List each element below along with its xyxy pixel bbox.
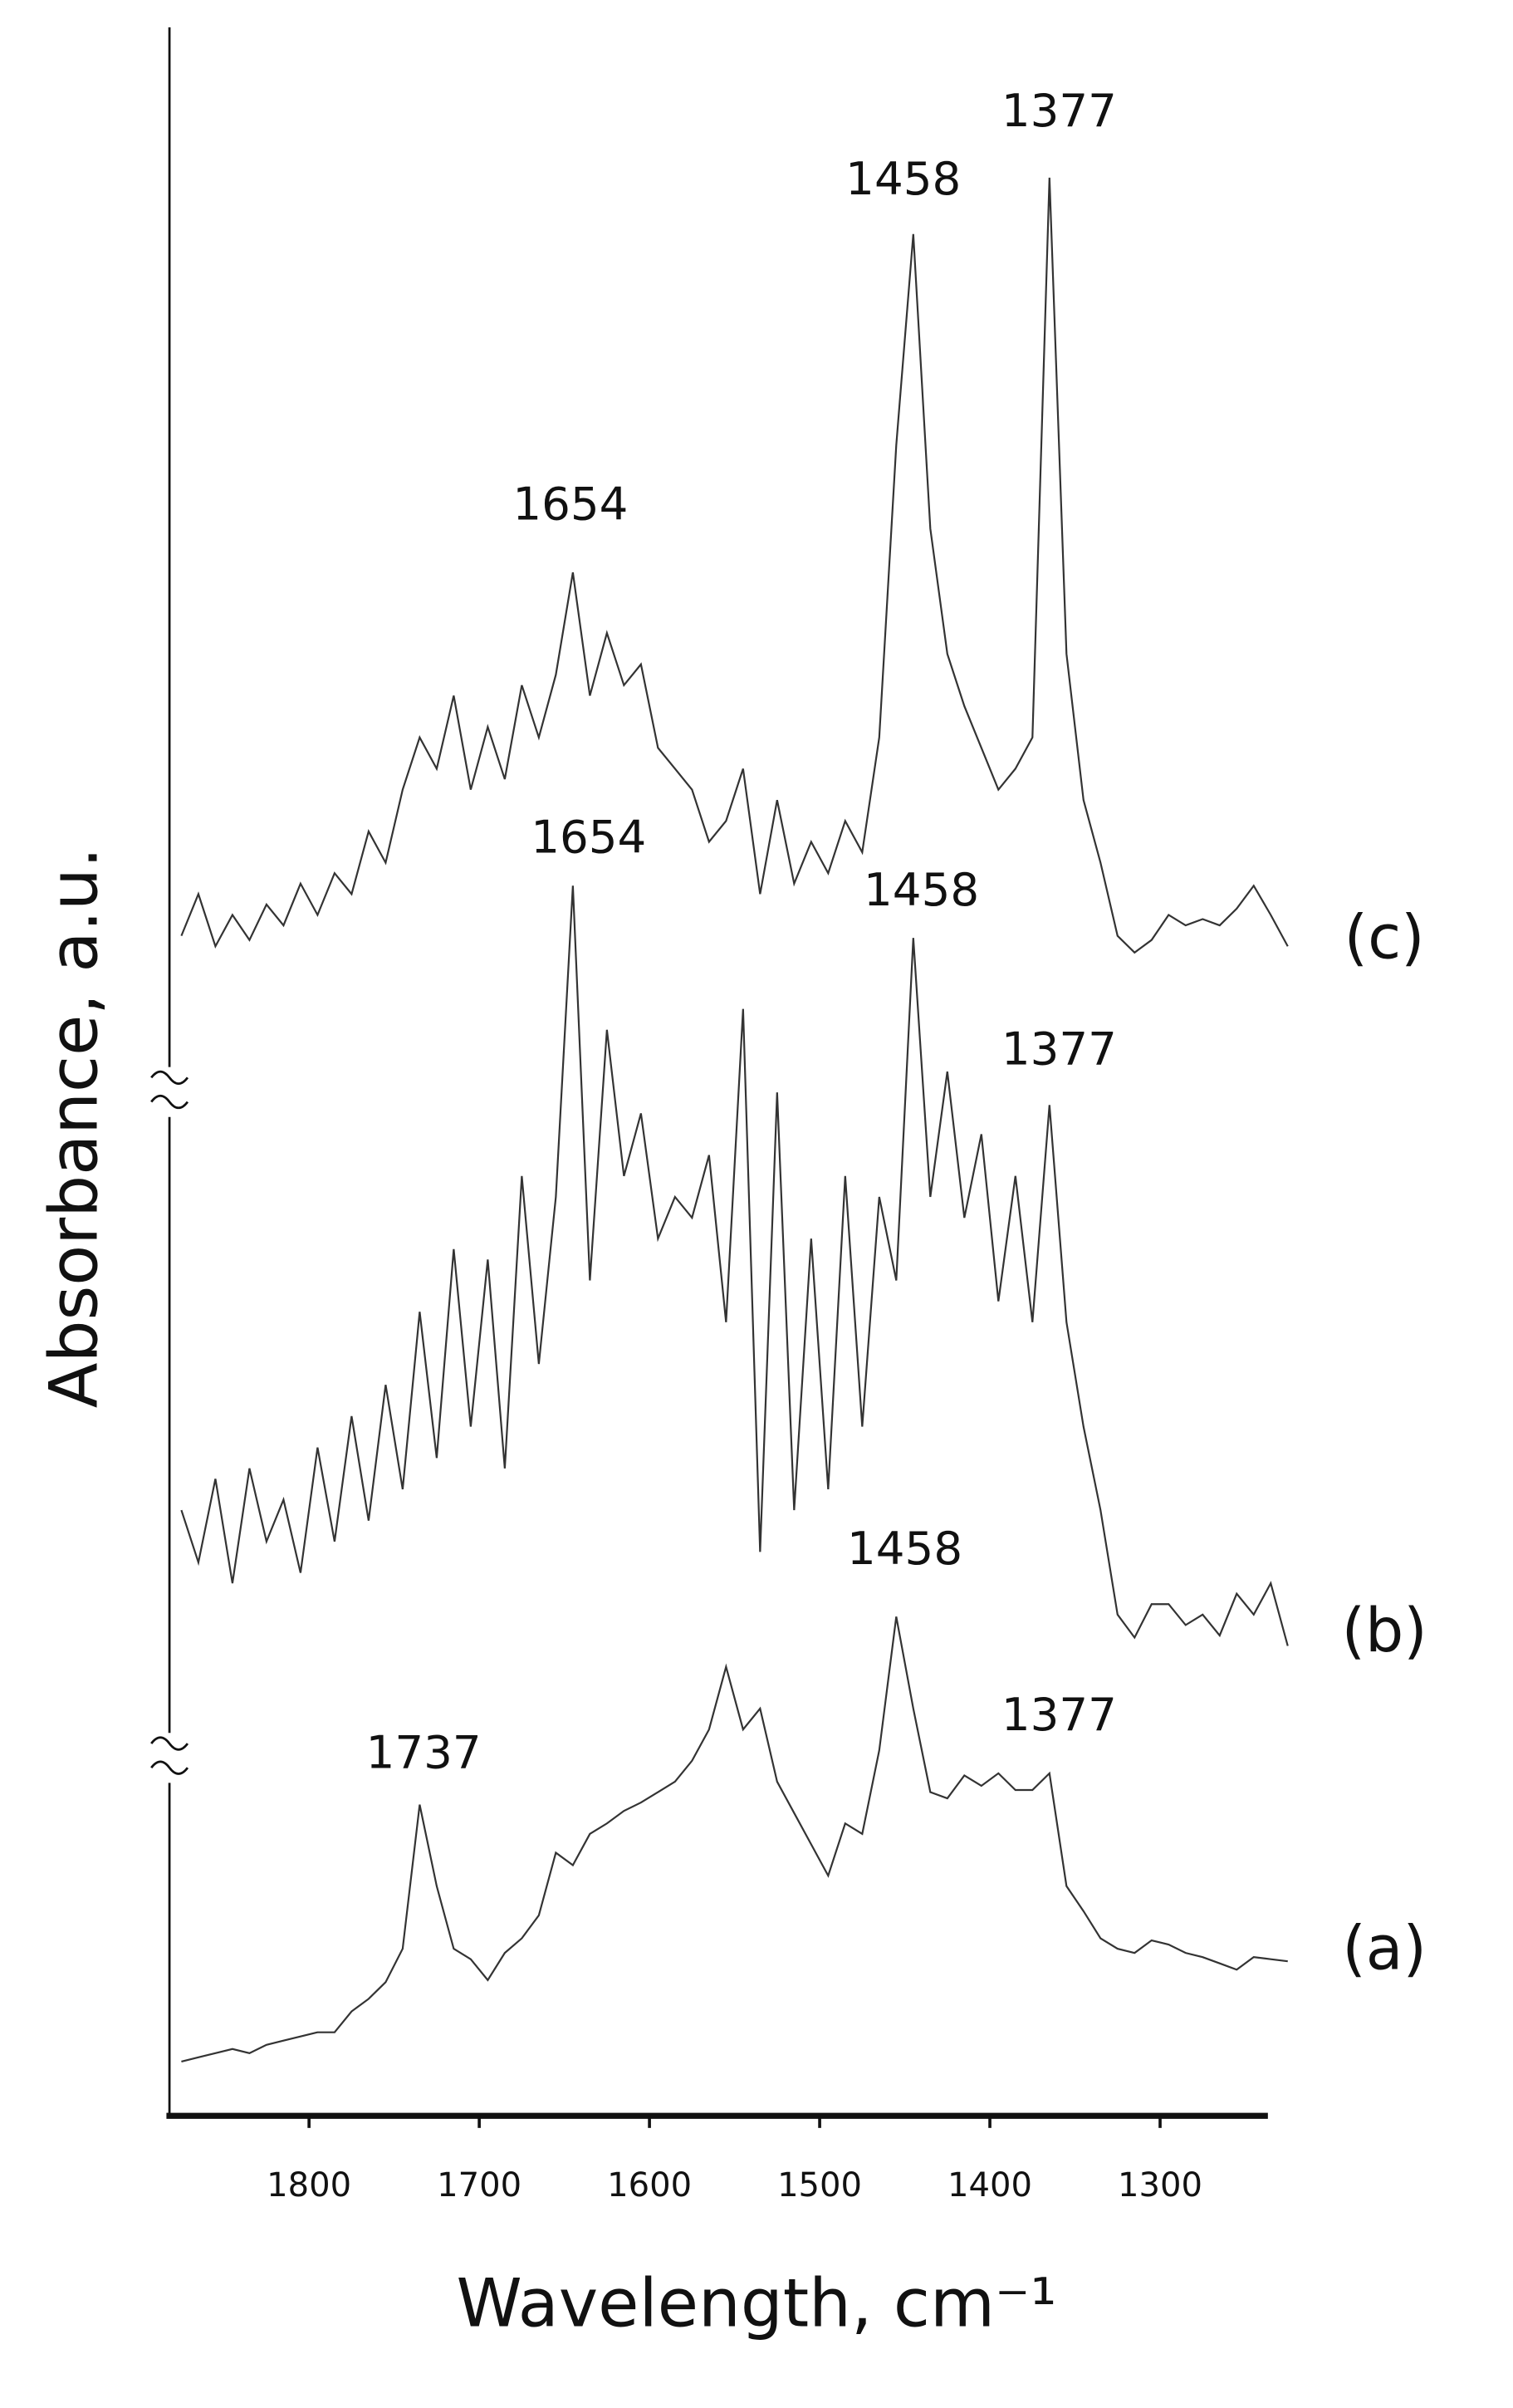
y-axis-label: Absorbance, a.u.: [36, 847, 113, 1409]
peak-label: 1458: [864, 863, 979, 916]
peak-label: 1654: [531, 810, 646, 863]
axis-break: [150, 1736, 189, 1775]
x-axis-label: Wavelength, cm⁻¹: [456, 2265, 1056, 2342]
peak-label: 1458: [847, 1522, 962, 1575]
spectrum-line: [181, 1616, 1288, 2062]
peak-label: 1377: [1001, 1688, 1117, 1741]
x-tick-label: 1700: [437, 2166, 521, 2204]
x-tick-label: 1800: [267, 2166, 351, 2204]
peak-label: 1737: [366, 1726, 482, 1779]
peak-label: 1377: [1001, 84, 1117, 137]
series-label: (b): [1342, 1596, 1427, 1666]
peak-label: 1654: [512, 478, 628, 531]
peak-label: 1377: [1001, 1023, 1117, 1076]
x-tick-label: 1400: [947, 2166, 1032, 2204]
spectrum-line: [180, 177, 1289, 954]
spectrum-line: [180, 885, 1289, 1646]
peak-label: 1458: [845, 152, 961, 205]
x-tick-label: 1500: [777, 2166, 862, 2204]
x-tick-label: 1300: [1118, 2166, 1202, 2204]
series-label: (c): [1344, 902, 1425, 973]
series-label: (a): [1342, 1913, 1427, 1984]
axis-break: [150, 1070, 189, 1110]
x-tick-label: 1600: [607, 2166, 692, 2204]
y-axis: [150, 27, 189, 2116]
